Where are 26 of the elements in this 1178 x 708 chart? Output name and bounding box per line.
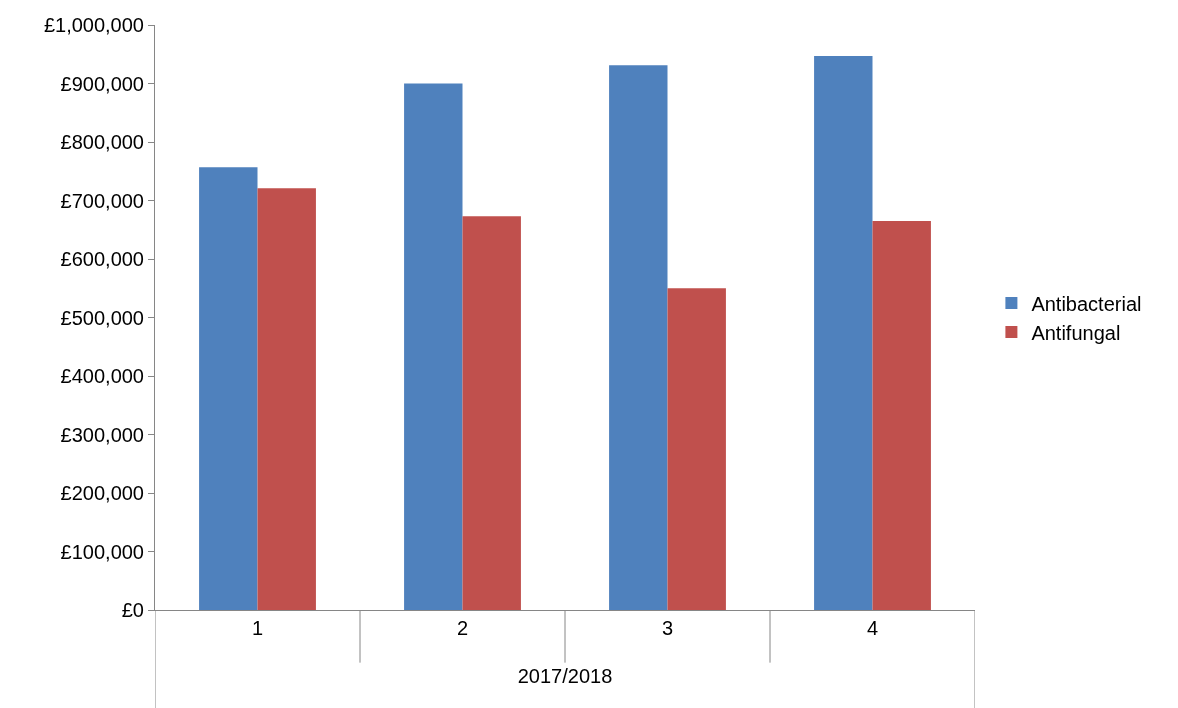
y-tick-label: £0 bbox=[121, 599, 144, 621]
bar bbox=[872, 220, 931, 610]
x-tick-label: 2 bbox=[456, 617, 469, 639]
y-tick-label: £400,000 bbox=[60, 365, 144, 387]
y-tick-label: £300,000 bbox=[60, 423, 144, 446]
x-tick-label: 1 bbox=[251, 617, 264, 639]
bar bbox=[609, 65, 668, 610]
y-tick-label: £700,000 bbox=[60, 189, 144, 212]
y-tick-label: £600,000 bbox=[60, 248, 144, 270]
bar bbox=[462, 216, 521, 610]
y-tick-label: £200,000 bbox=[60, 482, 144, 504]
legend-label: Antibacterial bbox=[1031, 292, 1142, 315]
y-tick-label: £900,000 bbox=[60, 72, 144, 95]
x-tick-label: 4 bbox=[866, 617, 879, 639]
x-axis-title: 2017/2018 bbox=[517, 664, 613, 687]
bar bbox=[814, 56, 873, 610]
bar bbox=[257, 188, 316, 610]
bar bbox=[667, 288, 726, 610]
y-tick-label: £800,000 bbox=[60, 131, 144, 153]
x-tick-label: 3 bbox=[661, 617, 674, 639]
legend-label: Antifungal bbox=[1031, 321, 1121, 344]
y-tick-label: £1,000,000 bbox=[43, 14, 144, 36]
bar bbox=[404, 83, 463, 610]
y-tick-label: £100,000 bbox=[60, 540, 144, 563]
bar bbox=[199, 167, 258, 610]
y-tick-label: £500,000 bbox=[60, 306, 144, 329]
